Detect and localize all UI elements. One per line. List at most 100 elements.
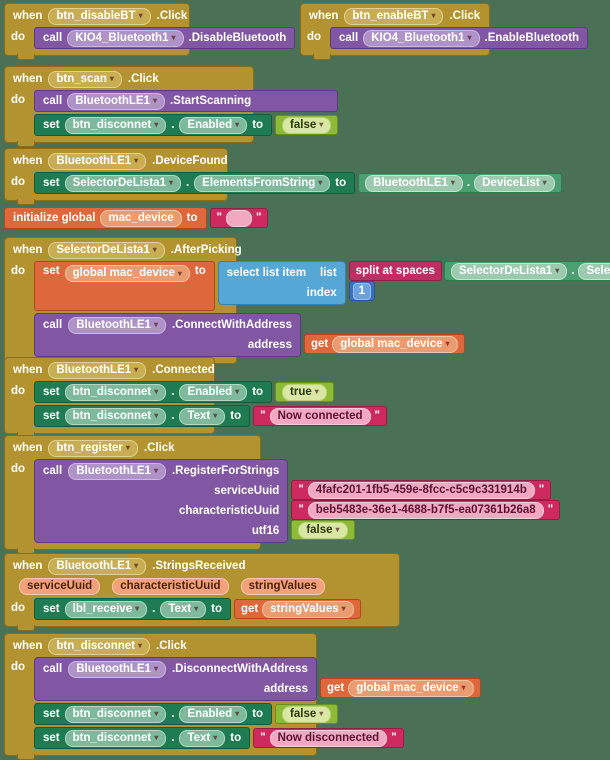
logic-dropdown[interactable]: false ▾ — [282, 705, 332, 723]
component-dropdown[interactable]: BluetoothLE1 ▾ — [68, 660, 166, 678]
characteristic-uuid-string-block[interactable]: " beb5483e-36e1-4688-b7f5-ea07361b26a8 " — [291, 500, 561, 520]
variable-dropdown[interactable]: global mac_device ▾ — [332, 335, 458, 353]
param-characteristic-uuid[interactable]: characteristicUuid — [112, 578, 229, 595]
method-name: .DisableBluetooth — [188, 32, 287, 44]
property-name: DeviceList — [482, 176, 540, 189]
event-block-connected[interactable]: when BluetoothLE1 ▾ .Connected do set btn… — [4, 357, 387, 438]
variable-dropdown[interactable]: global mac_device ▾ — [348, 679, 474, 697]
property-dropdown[interactable]: Selection▾ — [578, 262, 610, 280]
logic-true-block[interactable]: true ▾ — [275, 382, 334, 402]
event-block-strings-received[interactable]: when BluetoothLE1 ▾ .StringsReceived serv… — [4, 553, 400, 631]
service-uuid-string-block[interactable]: " 4fafc201-1fb5-459e-8fcc-c5c9c331914b " — [291, 480, 552, 500]
event-block-after-picking[interactable]: when SelectorDeLista1 ▾ .AfterPicking do … — [4, 237, 610, 368]
component-dropdown[interactable]: btn_register ▾ — [48, 439, 138, 457]
set-property-block[interactable]: set SelectorDeLista1 ▾ . ElementsFromStri… — [34, 172, 356, 194]
property-dropdown[interactable]: Enabled ▾ — [179, 116, 248, 134]
close-quote: " — [374, 410, 380, 422]
call-disconnect-block[interactable]: call BluetoothLE1 ▾ .DisconnectWithAddres… — [34, 657, 481, 701]
set-property-block[interactable]: set btn_disconnet ▾ . Enabled ▾ to — [34, 114, 273, 136]
call-block[interactable]: call KIO4_Bluetooth1 ▾ .EnableBluetooth — [330, 27, 589, 49]
component-dropdown[interactable]: BluetoothLE1 ▾ — [67, 92, 165, 110]
string-block[interactable]: " Now connected " — [253, 406, 387, 426]
event-name: .Click — [127, 73, 159, 85]
call-block[interactable]: call KIO4_Bluetooth1 ▾ .DisableBluetooth — [34, 27, 296, 49]
call-disconnect-body: call BluetoothLE1 ▾ .DisconnectWithAddres… — [34, 657, 317, 701]
event-name: .Click — [449, 10, 481, 22]
component-dropdown[interactable]: BluetoothLE1 ▾ — [365, 174, 463, 192]
call-register-block[interactable]: call BluetoothLE1 ▾ .RegisterForStrings s… — [34, 459, 561, 543]
logic-false-block[interactable]: false ▾ — [275, 115, 339, 135]
component-dropdown[interactable]: btn_disconnet ▾ — [64, 729, 167, 747]
set-property-block[interactable]: set btn_disconnet ▾ . Text ▾ to — [34, 405, 251, 427]
empty-string-block[interactable]: " " — [209, 208, 269, 228]
get-variable-block[interactable]: get global mac_device ▾ — [303, 334, 465, 354]
component-dropdown[interactable]: btn_disconnet ▾ — [64, 116, 167, 134]
component-dropdown[interactable]: SelectorDeLista1 ▾ — [64, 174, 181, 192]
param-service-uuid[interactable]: serviceUuid — [19, 578, 101, 595]
property-dropdown[interactable]: DeviceList ▾ — [474, 174, 555, 192]
set-variable-block[interactable]: set global mac_device ▾ to — [34, 261, 215, 311]
component-dropdown[interactable]: btn_disconnet ▾ — [48, 637, 150, 655]
component-dropdown[interactable]: btn_scan ▾ — [48, 70, 122, 88]
component-dropdown[interactable]: KIO4_Bluetooth1 ▾ — [363, 29, 480, 47]
event-header: when BluetoothLE1 ▾ .DeviceFound — [5, 150, 228, 172]
property-dropdown[interactable]: Enabled ▾ — [179, 383, 248, 401]
get-variable-block[interactable]: get global mac_device ▾ — [319, 678, 481, 698]
event-block-disable-bt[interactable]: when btn_disableBT ▾ .Click do call KIO4_… — [4, 3, 296, 60]
event-block-register[interactable]: when btn_register ▾ .Click do call Blueto… — [4, 435, 561, 554]
dropdown-arrow-icon: ▾ — [134, 365, 139, 374]
property-getter-block[interactable]: BluetoothLE1 ▾ . DeviceList ▾ — [358, 173, 562, 193]
number-block[interactable]: 1 — [348, 281, 376, 301]
component-dropdown[interactable]: btn_disconnet ▾ — [64, 383, 167, 401]
property-dropdown[interactable]: Text ▾ — [160, 600, 207, 618]
variable-name: mac_device — [108, 211, 174, 224]
component-dropdown[interactable]: SelectorDeLista1 ▾ — [450, 262, 568, 280]
set-property-block[interactable]: set btn_disconnet ▾ . Enabled ▾ to — [34, 703, 273, 725]
get-variable-block[interactable]: get stringValues ▾ — [233, 599, 361, 619]
call-block[interactable]: call BluetoothLE1 ▾ .StartScanning — [34, 90, 339, 112]
set-property-block[interactable]: set lbl_receive ▾ . Text ▾ to — [34, 598, 231, 620]
logic-dropdown[interactable]: false ▾ — [298, 521, 348, 539]
event-block-device-found[interactable]: when BluetoothLE1 ▾ .DeviceFound do set S… — [4, 148, 562, 205]
property-dropdown[interactable]: Text ▾ — [179, 407, 226, 425]
logic-dropdown[interactable]: true ▾ — [282, 383, 327, 401]
param-string-values[interactable]: stringValues — [240, 578, 325, 595]
component-dropdown[interactable]: btn_disconnet ▾ — [64, 705, 167, 723]
property-dropdown[interactable]: ElementsFromString ▾ — [194, 174, 331, 192]
component-dropdown[interactable]: BluetoothLE1 ▾ — [68, 316, 166, 334]
split-at-spaces-block[interactable]: split at spaces — [348, 261, 442, 281]
set-property-block[interactable]: set btn_disconnet ▾ . Text ▾ to — [34, 727, 251, 749]
component-dropdown[interactable]: btn_enableBT ▾ — [344, 7, 444, 25]
component-dropdown[interactable]: KIO4_Bluetooth1 ▾ — [67, 29, 184, 47]
select-list-item-block[interactable]: select list item list index split at spa… — [217, 261, 610, 305]
string-block[interactable]: " Now disconnected " — [253, 728, 404, 748]
property-dropdown[interactable]: Text ▾ — [179, 729, 226, 747]
component-dropdown[interactable]: BluetoothLE1 ▾ — [48, 152, 147, 170]
component-dropdown[interactable]: btn_disableBT ▾ — [48, 7, 151, 25]
property-dropdown[interactable]: Enabled ▾ — [179, 705, 248, 723]
component-dropdown[interactable]: lbl_receive ▾ — [64, 600, 148, 618]
service-uuid-param-label: serviceUuid — [214, 485, 280, 497]
component-dropdown[interactable]: BluetoothLE1 ▾ — [68, 462, 166, 480]
variable-dropdown[interactable]: global mac_device ▾ — [64, 265, 190, 282]
event-block-scan[interactable]: when btn_scan ▾ .Click do call BluetoothL… — [4, 66, 339, 147]
component-dropdown[interactable]: SelectorDeLista1 ▾ — [48, 241, 165, 259]
logic-false-block[interactable]: false ▾ — [275, 704, 339, 724]
event-block-enable-bt[interactable]: when btn_enableBT ▾ .Click do call KIO4_B… — [300, 3, 589, 60]
get-keyword: get — [310, 338, 329, 350]
variable-name-field[interactable]: mac_device — [100, 209, 182, 227]
dropdown-arrow-icon: ▾ — [134, 156, 139, 165]
dropdown-arrow-icon: ▾ — [542, 178, 547, 187]
logic-dropdown[interactable]: false ▾ — [282, 116, 332, 134]
dropdown-arrow-icon: ▾ — [154, 120, 159, 129]
component-dropdown[interactable]: BluetoothLE1 ▾ — [48, 557, 147, 575]
initialize-global-block[interactable]: initialize global mac_device to — [4, 207, 207, 229]
component-dropdown[interactable]: BluetoothLE1 ▾ — [48, 361, 147, 379]
logic-false-block[interactable]: false ▾ — [291, 520, 355, 540]
selection-getter-block[interactable]: SelectorDeLista1▾ . Selection▾ — [443, 261, 610, 281]
set-property-block[interactable]: set btn_disconnet ▾ . Enabled ▾ to — [34, 381, 273, 403]
call-connect-block[interactable]: call BluetoothLE1 ▾ .ConnectWithAddress a… — [34, 313, 610, 357]
variable-dropdown[interactable]: stringValues ▾ — [262, 600, 354, 618]
event-block-disconnect[interactable]: when btn_disconnet ▾ .Click do call Bluet… — [4, 633, 481, 760]
component-dropdown[interactable]: btn_disconnet ▾ — [64, 407, 167, 425]
